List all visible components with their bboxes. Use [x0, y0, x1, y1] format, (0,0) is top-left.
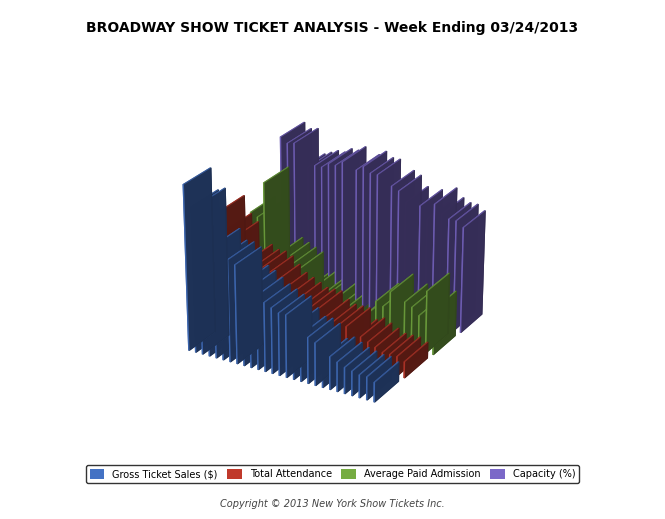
- Text: Copyright © 2013 New York Show Tickets Inc.: Copyright © 2013 New York Show Tickets I…: [220, 499, 445, 509]
- Text: BROADWAY SHOW TICKET ANALYSIS - Week Ending 03/24/2013: BROADWAY SHOW TICKET ANALYSIS - Week End…: [86, 21, 579, 35]
- Legend: Gross Ticket Sales ($), Total Attendance, Average Paid Admission, Capacity (%): Gross Ticket Sales ($), Total Attendance…: [86, 465, 579, 483]
